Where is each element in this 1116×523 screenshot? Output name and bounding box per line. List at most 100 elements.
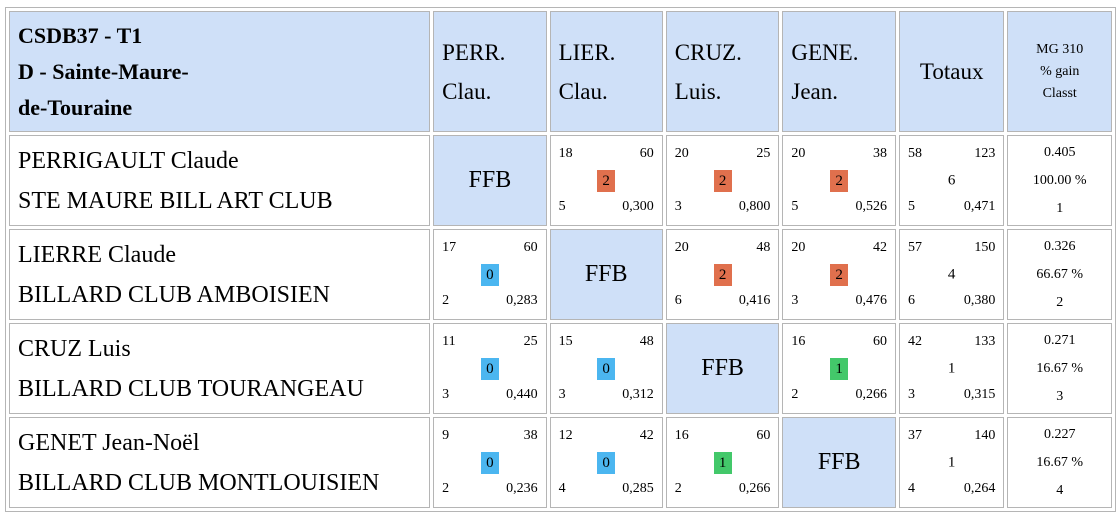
col-header-totals: Totaux bbox=[898, 11, 1005, 132]
best-run: 5 bbox=[558, 199, 566, 214]
total-average: 0,264 bbox=[963, 481, 996, 496]
ffb-cell: FFB bbox=[549, 229, 663, 320]
title-line-2: D - Sainte-Maure- bbox=[18, 58, 189, 84]
total-best-run: 5 bbox=[907, 199, 915, 214]
match-points: 0 bbox=[597, 451, 616, 474]
total-distance: 133 bbox=[974, 334, 996, 349]
total-distance: 123 bbox=[974, 146, 996, 161]
match-points: 2 bbox=[830, 263, 849, 286]
best-run: 2 bbox=[442, 293, 450, 308]
totals-cell: 37 140 1 4 0,264 bbox=[898, 417, 1005, 508]
points-scored: 11 bbox=[442, 334, 456, 349]
player-cell: PERRIGAULT Claude STE MAURE BILL ART CLUB bbox=[9, 135, 431, 226]
points-scored: 16 bbox=[674, 428, 689, 443]
title-line-3: de-Touraine bbox=[18, 94, 133, 120]
distance: 48 bbox=[639, 334, 654, 349]
match-points: 2 bbox=[713, 169, 732, 192]
match-points-badge: 2 bbox=[597, 169, 616, 192]
player-row: GENET Jean-Noël BILLARD CLUB MONTLOUISIEN… bbox=[9, 417, 1112, 508]
totals-cell: 57 150 4 6 0,380 bbox=[898, 229, 1005, 320]
match-cell: 18 60 2 5 0,300 bbox=[549, 135, 663, 226]
distance: 60 bbox=[872, 334, 887, 349]
total-points-scored: 42 bbox=[907, 334, 922, 349]
best-run: 4 bbox=[558, 481, 566, 496]
total-best-run: 6 bbox=[907, 293, 915, 308]
best-run: 3 bbox=[791, 293, 799, 308]
match-points-badge: 1 bbox=[713, 451, 732, 474]
total-match-points: 4 bbox=[947, 266, 956, 282]
total-distance: 140 bbox=[974, 428, 996, 443]
best-run: 2 bbox=[674, 481, 682, 496]
distance: 38 bbox=[523, 428, 538, 443]
col-header-label: PERR. bbox=[442, 39, 506, 65]
col-header-label: Clau. bbox=[442, 78, 492, 104]
player-name: PERRIGAULT Claude bbox=[18, 147, 239, 174]
gain-percent: 100.00 % bbox=[1032, 172, 1087, 188]
total-average: 0,380 bbox=[963, 293, 996, 308]
total-distance: 150 bbox=[974, 240, 996, 255]
header-row: CSDB37 - T1 D - Sainte-Maure- de-Tourain… bbox=[9, 11, 1112, 132]
points-scored: 18 bbox=[558, 146, 573, 161]
col-header-label: Jean. bbox=[791, 78, 838, 104]
total-best-run: 4 bbox=[907, 481, 915, 496]
totals-cell: 42 133 1 3 0,315 bbox=[898, 323, 1005, 414]
total-best-run: 3 bbox=[907, 387, 915, 402]
distance: 42 bbox=[872, 240, 887, 255]
distance: 60 bbox=[756, 428, 771, 443]
match-points-badge: 2 bbox=[713, 263, 732, 286]
mg-label: MG 310 bbox=[1036, 41, 1084, 57]
general-average: 0.271 bbox=[1043, 332, 1076, 348]
average: 0,476 bbox=[855, 293, 887, 308]
match-points: 0 bbox=[480, 263, 499, 286]
rank: 2 bbox=[1056, 294, 1064, 310]
player-club: BILLARD CLUB AMBOISIEN bbox=[18, 281, 331, 308]
rank: 4 bbox=[1056, 482, 1064, 498]
rank-label: Classt bbox=[1042, 85, 1077, 101]
total-points-scored: 58 bbox=[907, 146, 922, 161]
match-points-badge: 0 bbox=[597, 357, 616, 380]
average: 0,312 bbox=[622, 387, 654, 402]
col-header-player-1: PERR. Clau. bbox=[433, 11, 547, 132]
col-header-label: Luis. bbox=[674, 78, 722, 104]
match-cell: 15 48 0 3 0,312 bbox=[549, 323, 663, 414]
player-name: GENET Jean-Noël bbox=[18, 429, 200, 456]
distance: 25 bbox=[756, 146, 771, 161]
player-row: LIERRE Claude BILLARD CLUB AMBOISIEN 17 60 0… bbox=[9, 229, 1112, 320]
col-header-player-3: CRUZ. Luis. bbox=[665, 11, 780, 132]
col-header-player-4: GENE. Jean. bbox=[782, 11, 896, 132]
average: 0,526 bbox=[855, 199, 887, 214]
gain-percent: 16.67 % bbox=[1036, 360, 1084, 376]
average: 0,236 bbox=[506, 481, 538, 496]
match-cell: 20 42 2 3 0,476 bbox=[782, 229, 896, 320]
best-run: 2 bbox=[791, 387, 799, 402]
match-points: 1 bbox=[830, 357, 849, 380]
player-row: PERRIGAULT Claude STE MAURE BILL ART CLUB… bbox=[9, 135, 1112, 226]
player-club: BILLARD CLUB TOURANGEAU bbox=[18, 375, 364, 402]
match-cell: 20 38 2 5 0,526 bbox=[782, 135, 896, 226]
match-points: 2 bbox=[830, 169, 849, 192]
mg-cell: 0.271 16.67 % 3 bbox=[1007, 323, 1112, 414]
total-points-scored: 57 bbox=[907, 240, 922, 255]
mg-cell: 0.405 100.00 % 1 bbox=[1007, 135, 1112, 226]
mg-cell: 0.326 66.67 % 2 bbox=[1007, 229, 1112, 320]
player-cell: GENET Jean-Noël BILLARD CLUB MONTLOUISIEN bbox=[9, 417, 431, 508]
total-match-points: 1 bbox=[947, 360, 956, 376]
col-header-mg: MG 310 % gain Classt bbox=[1007, 11, 1112, 132]
best-run: 2 bbox=[442, 481, 450, 496]
general-average: 0.326 bbox=[1043, 238, 1076, 254]
best-run: 3 bbox=[674, 199, 682, 214]
rank: 1 bbox=[1056, 200, 1064, 216]
player-club: BILLARD CLUB MONTLOUISIEN bbox=[18, 469, 380, 496]
general-average: 0.227 bbox=[1043, 426, 1076, 442]
poule-title: CSDB37 - T1 D - Sainte-Maure- de-Tourain… bbox=[9, 11, 431, 132]
points-scored: 12 bbox=[558, 428, 573, 443]
average: 0,416 bbox=[738, 293, 771, 308]
player-row: CRUZ Luis BILLARD CLUB TOURANGEAU 11 25 0 3 0,… bbox=[9, 323, 1112, 414]
total-average: 0,315 bbox=[963, 387, 996, 402]
ffb-cell: FFB bbox=[782, 417, 896, 508]
distance: 25 bbox=[523, 334, 538, 349]
match-points: 2 bbox=[597, 169, 616, 192]
best-run: 6 bbox=[674, 293, 682, 308]
total-points-scored: 37 bbox=[907, 428, 922, 443]
average: 0,266 bbox=[855, 387, 887, 402]
